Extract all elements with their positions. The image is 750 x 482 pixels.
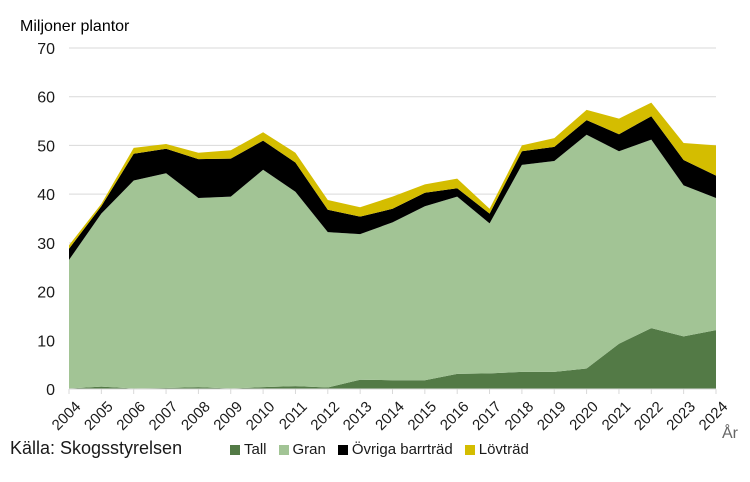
- legend-swatch: [464, 444, 475, 455]
- y-tick-label: 70: [37, 41, 55, 58]
- area-series: [69, 102, 716, 389]
- legend-swatch: [278, 444, 289, 455]
- x-tick-label: 2013: [340, 398, 376, 434]
- x-tick-label: 2006: [113, 398, 149, 434]
- area-tall: [69, 328, 716, 389]
- y-tick-label: 60: [37, 90, 55, 107]
- x-tick-label: 2016: [437, 398, 473, 434]
- legend-label: Gran: [292, 441, 326, 458]
- x-tick-label: 2022: [631, 398, 667, 434]
- area-gran: [69, 134, 716, 389]
- legend-item: Övriga barrträd: [337, 441, 453, 458]
- y-tick-label: 30: [37, 236, 55, 253]
- x-tick-label: 2007: [146, 398, 182, 434]
- y-tick-label: 20: [37, 285, 55, 302]
- y-tick-label: 0: [46, 382, 55, 399]
- y-axis-title: Miljoner plantor: [20, 18, 130, 35]
- legend-swatch: [230, 444, 240, 455]
- area-övriga-barrträd: [69, 116, 716, 260]
- x-tick-label: 2012: [307, 398, 343, 434]
- x-tick-label: 2021: [599, 398, 635, 434]
- legend-label: Tall: [244, 441, 267, 458]
- y-tick-label: 40: [37, 187, 55, 204]
- x-tick-label: 2008: [178, 398, 214, 434]
- legend-swatch: [337, 444, 348, 455]
- x-tick-label: 2020: [566, 398, 602, 434]
- x-tick-label: 2017: [469, 398, 505, 434]
- x-tick-label: 2019: [534, 398, 570, 434]
- legend: Tall Gran Övriga barrträd Lövträd: [230, 441, 529, 458]
- legend-item: Tall: [230, 441, 267, 458]
- x-tick-label: 2011: [276, 398, 311, 433]
- legend-label: Övriga barrträd: [351, 441, 453, 458]
- x-axis-unit: År: [722, 423, 739, 442]
- y-axis-ticks: 0 10 20 30 40 50 60 70: [37, 41, 55, 399]
- y-tick-label: 10: [37, 333, 55, 350]
- x-tick-label: 2018: [502, 398, 538, 434]
- x-tick-label: 2005: [81, 398, 117, 434]
- area-lövträd: [69, 102, 716, 249]
- x-tick-label: 2015: [405, 398, 441, 434]
- source-note: Källa: Skogsstyrelsen: [10, 438, 183, 458]
- x-tick-label: 2010: [243, 398, 279, 434]
- y-tick-label: 50: [37, 138, 55, 155]
- x-tick-label: 2014: [372, 398, 408, 434]
- x-axis: 2004200520062007200820092010201120122013…: [49, 388, 731, 434]
- legend-item: Gran: [278, 441, 326, 458]
- x-tick-label: 2023: [663, 398, 699, 434]
- x-tick-label: 2004: [49, 398, 85, 434]
- x-tick-label: 2009: [210, 398, 246, 434]
- legend-label: Lövträd: [478, 441, 529, 458]
- legend-item: Lövträd: [464, 441, 529, 458]
